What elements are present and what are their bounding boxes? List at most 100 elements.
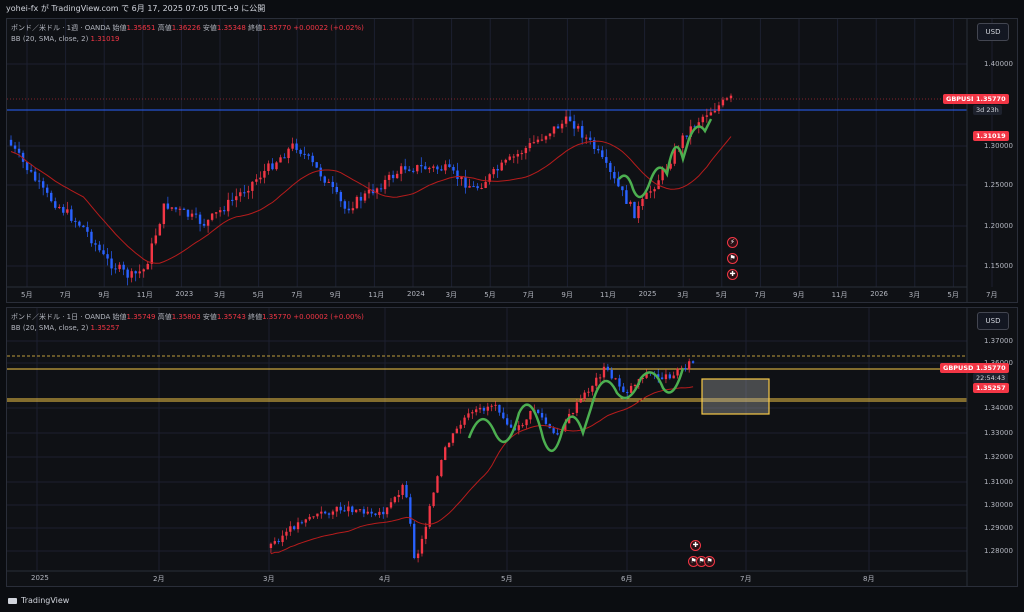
candle: [94, 243, 97, 245]
candle: [198, 214, 202, 224]
candle: [382, 511, 385, 515]
candle: [295, 143, 298, 150]
publish-header: yohei-fx が TradingView.com で 6月 17, 2025…: [0, 0, 1024, 18]
candle: [506, 418, 509, 425]
candle: [366, 511, 369, 514]
weekly-chart-canvas[interactable]: [7, 19, 1018, 303]
candle: [190, 213, 194, 217]
candle: [661, 168, 664, 181]
candle: [637, 206, 640, 219]
candle: [218, 210, 222, 213]
candle: [58, 206, 61, 208]
candle: [275, 162, 278, 170]
daily-chart-canvas[interactable]: [7, 308, 1018, 587]
currency-button[interactable]: USD: [977, 312, 1009, 330]
candle: [194, 213, 198, 215]
candle: [680, 368, 683, 370]
candle: [25, 161, 29, 171]
candle: [62, 206, 65, 213]
us-flag-event-icon-3[interactable]: ⚑: [704, 556, 715, 567]
candle: [482, 407, 486, 411]
candle: [154, 235, 158, 244]
candle: [691, 361, 695, 363]
candle: [508, 156, 511, 160]
candle: [383, 179, 387, 190]
candle: [206, 219, 210, 226]
weekly-chart-panel[interactable]: ポンド／米ドル · 1週 · OANDA 始値1.35651 高値1.36226…: [6, 18, 1018, 303]
price-tick-label: 1.37000: [984, 337, 1013, 345]
wave-drawing[interactable]: [618, 118, 713, 199]
candle: [587, 391, 590, 393]
candle: [375, 188, 379, 194]
candle: [517, 425, 520, 431]
candle: [440, 169, 443, 171]
candle: [629, 385, 633, 393]
candle: [705, 115, 709, 117]
candle: [540, 413, 544, 418]
candle: [374, 513, 377, 515]
candle: [444, 164, 447, 171]
candle: [412, 170, 415, 172]
currency-button[interactable]: USD: [977, 23, 1009, 41]
us-flag-event-icon[interactable]: ⚑: [727, 253, 738, 264]
candle: [520, 153, 524, 155]
candle: [378, 511, 381, 515]
bb-value: 1.35257: [90, 324, 120, 332]
candle: [413, 523, 416, 559]
target-zone-rectangle[interactable]: [701, 378, 770, 415]
candle: [496, 168, 499, 171]
candle: [243, 192, 246, 194]
time-tick-label: 6月: [621, 575, 633, 583]
candle: [579, 399, 582, 403]
candle: [424, 526, 428, 539]
candle: [625, 190, 628, 204]
low-label: 安値: [202, 313, 217, 321]
candle: [130, 271, 133, 278]
candle: [471, 412, 474, 414]
open-value: 1.35651: [126, 24, 156, 32]
uk-flag-event-icon[interactable]: ✚: [727, 269, 738, 280]
candle: [174, 207, 178, 210]
countdown-tag: 22:54:43: [973, 373, 1009, 383]
candle: [509, 424, 513, 428]
candle: [436, 166, 439, 170]
candle: [327, 513, 331, 515]
candle: [403, 166, 407, 170]
candle: [363, 193, 367, 201]
candle: [572, 121, 576, 129]
candle: [492, 168, 495, 175]
bb-basis-line: [270, 386, 694, 555]
wave-drawing[interactable]: [467, 367, 685, 452]
candle: [664, 374, 668, 380]
uk-flag-event-icon[interactable]: ✚: [690, 540, 701, 551]
candle: [676, 368, 679, 376]
candle: [315, 162, 318, 168]
candle: [484, 181, 487, 188]
candle: [451, 433, 455, 443]
indicator-legend[interactable]: BB (20, SMA, close, 2) 1.35257: [11, 324, 120, 332]
candle: [432, 492, 435, 507]
daily-chart-panel[interactable]: ポンド／米ドル · 1日 · OANDA 始値1.35749 高値1.35803…: [6, 307, 1018, 587]
high-label: 高値: [157, 24, 172, 32]
time-tick-label: 8月: [863, 575, 875, 583]
candle: [525, 419, 528, 426]
candle: [601, 150, 604, 158]
candle: [331, 511, 335, 515]
candle: [552, 126, 556, 134]
candle: [593, 139, 596, 149]
candle: [134, 271, 137, 274]
candle: [409, 497, 412, 524]
candle: [323, 176, 326, 183]
candle: [424, 166, 427, 170]
time-tick-label: 5月: [484, 291, 496, 299]
candle: [478, 407, 482, 410]
tradingview-logo-icon: [8, 597, 17, 604]
candle: [591, 385, 594, 392]
candle: [319, 167, 322, 177]
indicator-legend[interactable]: BB (20, SMA, close, 2) 1.31019: [11, 35, 120, 43]
candle: [486, 406, 489, 411]
time-tick-label: 4月: [379, 575, 391, 583]
lightning-event-icon[interactable]: ⚡: [727, 237, 738, 248]
candle: [162, 203, 166, 225]
price-tick-label: 1.31000: [984, 478, 1013, 486]
